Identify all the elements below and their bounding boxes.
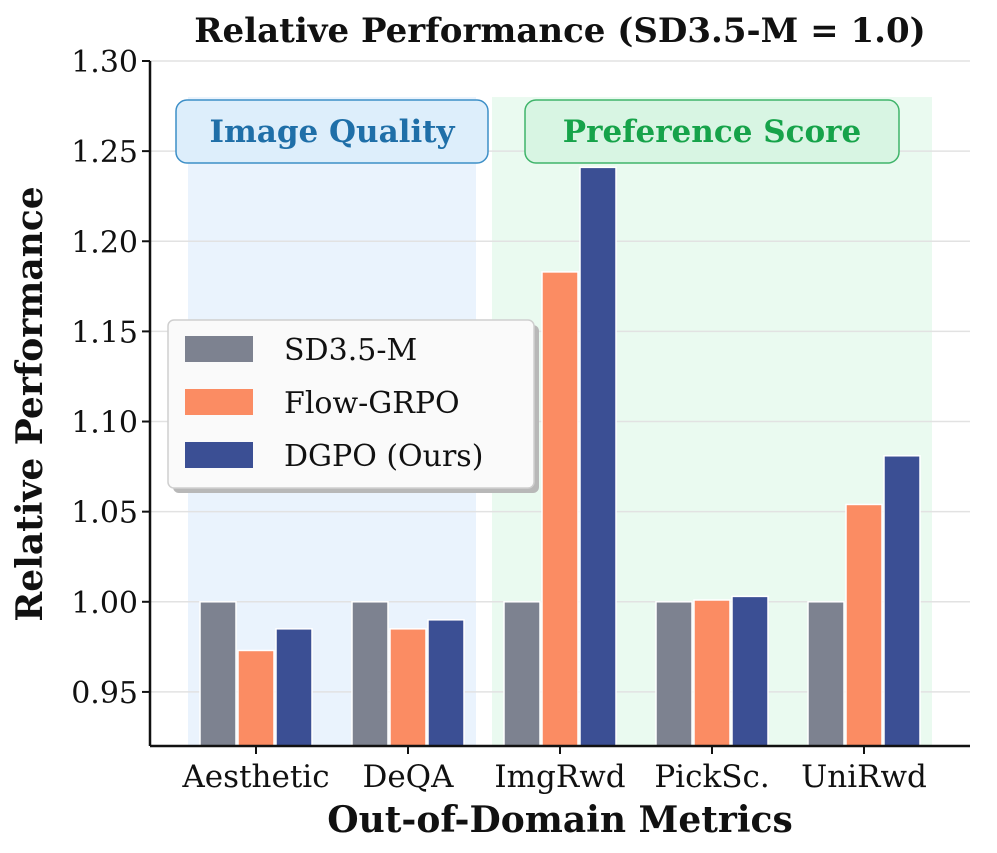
bar-sd3-5-m-unirwd bbox=[807, 601, 845, 747]
bar-dgpo-ours-aesthetic bbox=[275, 628, 313, 747]
legend-item-dgpo-ours: DGPO (Ours) bbox=[185, 439, 483, 474]
x-tick-label-imgrwd: ImgRwd bbox=[494, 759, 625, 795]
group-label-image-quality: Image Quality bbox=[175, 99, 489, 164]
bar-dgpo-ours-imgrwd bbox=[579, 166, 617, 747]
group-labels: Image Quality Preference Score bbox=[175, 99, 900, 164]
legend-label: SD3.5-M bbox=[284, 333, 417, 368]
bar-flow-grpo-picksc bbox=[693, 599, 731, 747]
x-tick-label-deqa: DeQA bbox=[362, 759, 454, 795]
chart-title: Relative Performance (SD3.5-M = 1.0) bbox=[194, 11, 925, 51]
y-axis-label: Relative Performance bbox=[9, 186, 51, 621]
bar-dgpo-ours-picksc bbox=[731, 595, 769, 747]
legend-item-flow-grpo: Flow-GRPO bbox=[185, 386, 460, 421]
bar-flow-grpo-aesthetic bbox=[237, 649, 275, 747]
legend-label: Flow-GRPO bbox=[284, 386, 460, 421]
legend-swatch bbox=[185, 389, 253, 415]
legend: SD3.5-M Flow-GRPO DGPO (Ours) bbox=[167, 319, 539, 493]
bar-sd3-5-m-imgrwd bbox=[503, 601, 541, 747]
y-tick-label: 1.15 bbox=[71, 315, 138, 350]
bar-flow-grpo-unirwd bbox=[845, 503, 883, 747]
legend-item-sd3-5-m: SD3.5-M bbox=[185, 333, 417, 368]
x-tick-label-aesthetic: Aesthetic bbox=[181, 759, 329, 795]
group-label-box bbox=[524, 99, 900, 164]
bar-flow-grpo-deqa bbox=[389, 628, 427, 747]
bar-flow-grpo-imgrwd bbox=[541, 271, 579, 747]
x-tick-label-unirwd: UniRwd bbox=[801, 759, 927, 795]
x-tick-label-picksc: PickSc. bbox=[654, 759, 769, 795]
legend-box bbox=[167, 319, 535, 489]
bar-sd3-5-m-aesthetic bbox=[199, 601, 237, 747]
bar-sd3-5-m-deqa bbox=[351, 601, 389, 747]
y-tick-label: 0.95 bbox=[71, 676, 138, 711]
y-tick-label: 1.00 bbox=[71, 586, 138, 621]
x-axis-label: Out-of-Domain Metrics bbox=[327, 799, 793, 841]
y-tick-label: 1.20 bbox=[71, 225, 138, 260]
y-tick-label: 1.10 bbox=[71, 406, 138, 441]
y-tick-label: 1.05 bbox=[71, 496, 138, 531]
bar-dgpo-ours-deqa bbox=[427, 619, 465, 747]
legend-swatch bbox=[185, 442, 253, 468]
y-tick-label: 1.25 bbox=[71, 135, 138, 170]
bar-dgpo-ours-unirwd bbox=[883, 455, 921, 747]
legend-swatch bbox=[185, 336, 253, 362]
group-label-box bbox=[175, 99, 489, 164]
axes: 0.95 1.00 1.05 1.10 1.15 1.20 1.25 1.30 Aestheti… bbox=[71, 45, 970, 795]
group-label-text: Image Quality bbox=[209, 114, 455, 150]
y-tick-label: 1.30 bbox=[71, 45, 138, 80]
group-label-text: Preference Score bbox=[563, 114, 861, 150]
legend-label: DGPO (Ours) bbox=[284, 439, 483, 474]
bar-sd3-5-m-picksc bbox=[655, 601, 693, 747]
group-label-preference-score: Preference Score bbox=[524, 99, 900, 164]
